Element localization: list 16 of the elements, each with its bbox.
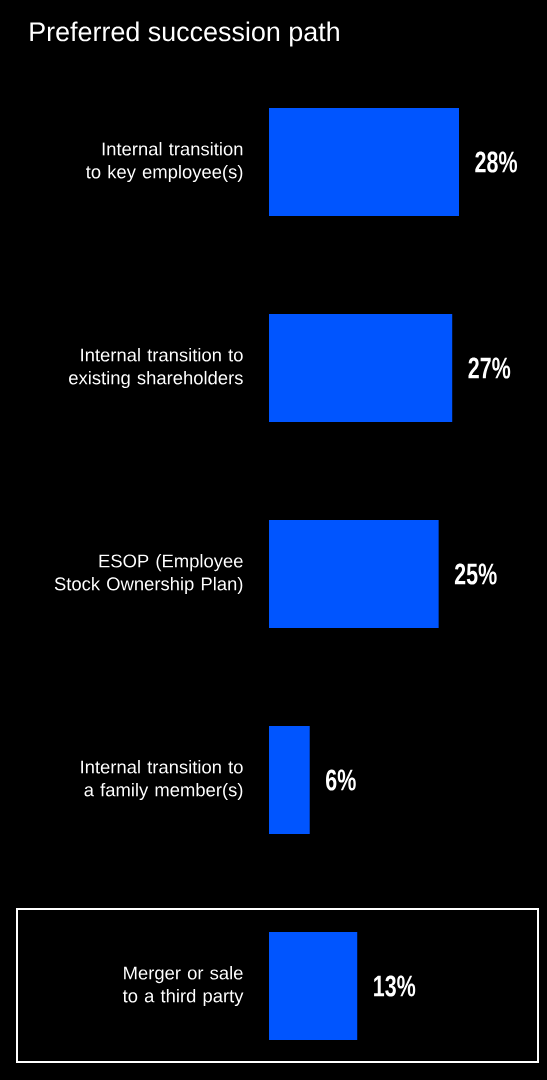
data-label: 6% [326,769,356,791]
y-tick-label: ESOP (Employee Stock Ownership Plan) [54,553,243,595]
data-label: 28% [475,151,518,173]
bar [269,726,310,835]
bar [269,520,439,629]
y-tick-label: Merger or sale to a third party [122,965,244,1007]
data-label: 13% [374,975,416,997]
data-label: 27% [468,357,511,379]
y-tick-label: Internal transition to existing shareholders [69,347,243,389]
chart-title: Preferred succession path [30,21,339,47]
y-tick-label: Internal transition to key employee(s) [86,141,243,183]
bar [269,108,459,217]
data-label: 25% [454,563,497,585]
bar [269,314,453,423]
y-tick-label: Internal transition to a family member(s) [81,759,243,801]
bar [269,932,358,1041]
